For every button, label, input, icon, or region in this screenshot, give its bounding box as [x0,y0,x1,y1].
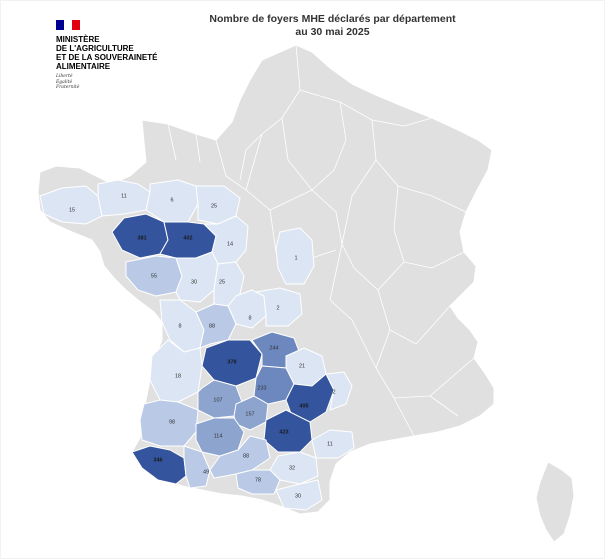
france-mainland [37,44,495,515]
value-label-loire-atlantique: 402 [183,235,192,241]
value-label-ariege: 78 [255,477,261,483]
value-label-cantal: 21 [299,363,305,369]
value-label-tarn: 423 [279,429,288,435]
value-label-nievre: 1 [294,255,297,261]
value-label-charente-maritime: 8 [178,323,181,329]
dept-deux-sevres [175,251,219,303]
value-label-cotes-darmor: 11 [121,193,127,199]
dept-maine-et-loire [203,215,249,265]
flag-red-stripe [72,20,80,30]
republic-motto: Liberté Égalité Fraternité [56,74,196,91]
map-title-line-2: au 30 mai 2025 [295,26,370,38]
motto-line: Liberté [56,74,73,79]
affected-departments [39,179,355,511]
value-label-vendee: 55 [151,273,157,279]
ministry-line: DE L'AGRICULTURE [56,44,134,53]
value-label-maine-et-loire: 14 [227,241,233,247]
dept-lozere [325,371,353,411]
value-label-deux-sevres: 30 [191,279,197,285]
dept-nievre [275,227,315,285]
value-label-morbihan: 381 [137,235,146,241]
flag-white-stripe [64,20,72,30]
dept-haute-garonne [209,435,271,479]
dept-gironde [149,339,203,403]
map-title-line-1: Nombre de foyers MHE déclarés par départ… [209,13,456,25]
value-label-gers: 114 [214,433,223,439]
value-label-tarn-et-garonne: 157 [245,411,254,417]
value-label-finistere: 15 [69,207,75,213]
dept-ariege [235,469,281,495]
value-label-pyrenees-atlantiques: 346 [153,457,162,463]
value-label-ille-et-vilaine: 6 [170,197,173,203]
value-label-pyrenees-orientales: 30 [295,493,301,499]
value-label-dordogne: 378 [227,359,236,365]
value-label-aude: 32 [289,465,295,471]
department-value-labels: 15 11 6 25 381 402 14 55 30 25 8 2 1 8 8… [69,193,336,499]
value-label-correze: 244 [269,345,278,351]
dept-landes [139,399,199,447]
motto-line: Égalité [56,79,73,85]
value-label-haute-garonne: 88 [243,453,249,459]
value-label-lozere: 2 [332,389,335,395]
department-borders [167,44,475,437]
dept-hautes-pyrenees [183,445,211,489]
value-label-mayenne: 25 [211,203,217,209]
value-label-cher: 2 [276,305,279,311]
value-label-charente: 88 [209,323,215,329]
value-label-indre: 8 [248,315,251,321]
value-label-vienne: 25 [219,279,225,285]
french-flag-icon [56,20,80,30]
ministry-line: ALIMENTAIRE [56,62,111,71]
ministry-line: MINISTÈRE [56,35,100,44]
dept-tarn-et-garonne [233,395,269,431]
value-label-landes: 98 [169,419,175,425]
value-label-lot-et-garonne: 107 [213,397,222,403]
value-label-gironde: 18 [175,373,181,379]
motto-line: Fraternité [56,85,80,90]
dept-aveyron [285,373,335,423]
ministry-line: ET DE LA SOUVERAINETÉ [56,53,158,62]
value-label-lot: 233 [257,385,266,391]
dept-pyrenees-orientales [275,479,323,511]
ministry-logo: MINISTÈRE DE L'AGRICULTURE ET DE LA SOUV… [56,20,196,91]
value-label-aveyron: 405 [299,403,308,409]
value-label-herault: 11 [327,441,333,447]
dept-cher [255,287,303,327]
value-label-hautes-pyrenees: 49 [203,469,209,475]
corsica [535,461,575,543]
ministry-name: MINISTÈRE DE L'AGRICULTURE ET DE LA SOUV… [56,35,196,71]
map-title: Nombre de foyers MHE déclarés par départ… [160,13,505,39]
flag-blue-stripe [56,20,64,30]
